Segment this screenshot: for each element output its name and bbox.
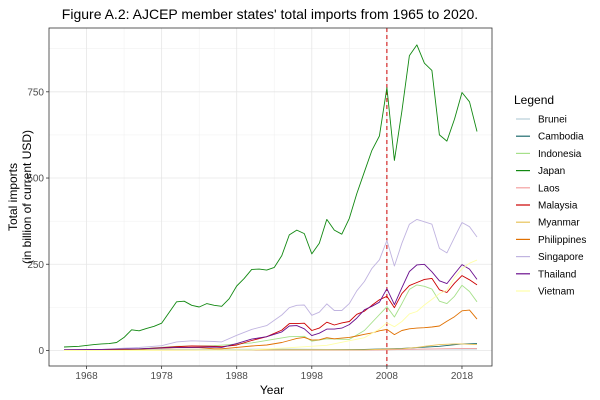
x-tick-label: 1998 [301, 371, 324, 382]
legend-title: Legend [514, 93, 554, 107]
legend-items: Brunei Cambodia Indonesia Japan Laos Malaysia… [516, 115, 586, 298]
x-tick-label: 2008 [376, 371, 399, 382]
legend-label-indonesia: Indonesia [538, 149, 582, 160]
series-line-indonesia [63, 284, 478, 351]
chart-title: Figure A.2: AJCEP member states' total i… [62, 6, 478, 22]
legend-label-vietnam: Vietnam [538, 287, 575, 298]
x-axis-title: Year [260, 383, 284, 397]
legend-label-philippines: Philippines [538, 235, 586, 246]
y-axis: 0 250 500 750 [27, 87, 49, 357]
series-line-singapore [63, 218, 478, 351]
legend-label-myanmar: Myanmar [538, 218, 580, 229]
legend-label-malaysia: Malaysia [538, 201, 578, 212]
x-axis: 1968 1978 1988 1998 2008 2018 [75, 366, 474, 382]
legend: Legend Brunei Cambodia Indonesia Japan Laos M… [514, 93, 586, 298]
x-tick-label: 1988 [226, 371, 249, 382]
x-tick-label: 2018 [451, 371, 474, 382]
series-line-vietnam [64, 259, 478, 351]
series-line-malaysia [64, 275, 478, 351]
legend-label-laos: Laos [538, 183, 560, 194]
series-line-philippines [64, 309, 478, 351]
legend-label-japan: Japan [538, 166, 565, 177]
y-tick-label: 500 [27, 174, 44, 185]
legend-label-brunei: Brunei [538, 115, 567, 126]
legend-label-singapore: Singapore [538, 252, 584, 263]
x-tick-label: 1978 [151, 371, 174, 382]
x-tick-label: 1968 [75, 371, 98, 382]
legend-label-cambodia: Cambodia [538, 132, 584, 143]
series-layer [63, 44, 478, 351]
legend-label-thailand: Thailand [538, 269, 576, 280]
y-tick-label: 0 [38, 346, 44, 357]
series-line-japan [63, 44, 478, 348]
grid-lines [49, 28, 492, 366]
y-axis-title-line-1: Total imports [6, 163, 20, 231]
plot-panel-border [48, 27, 493, 367]
y-axis-title-line-2: (in billion of current USD) [20, 130, 34, 264]
y-tick-label: 250 [27, 260, 44, 271]
series-line-thailand [63, 263, 478, 351]
y-tick-label: 750 [27, 87, 44, 98]
